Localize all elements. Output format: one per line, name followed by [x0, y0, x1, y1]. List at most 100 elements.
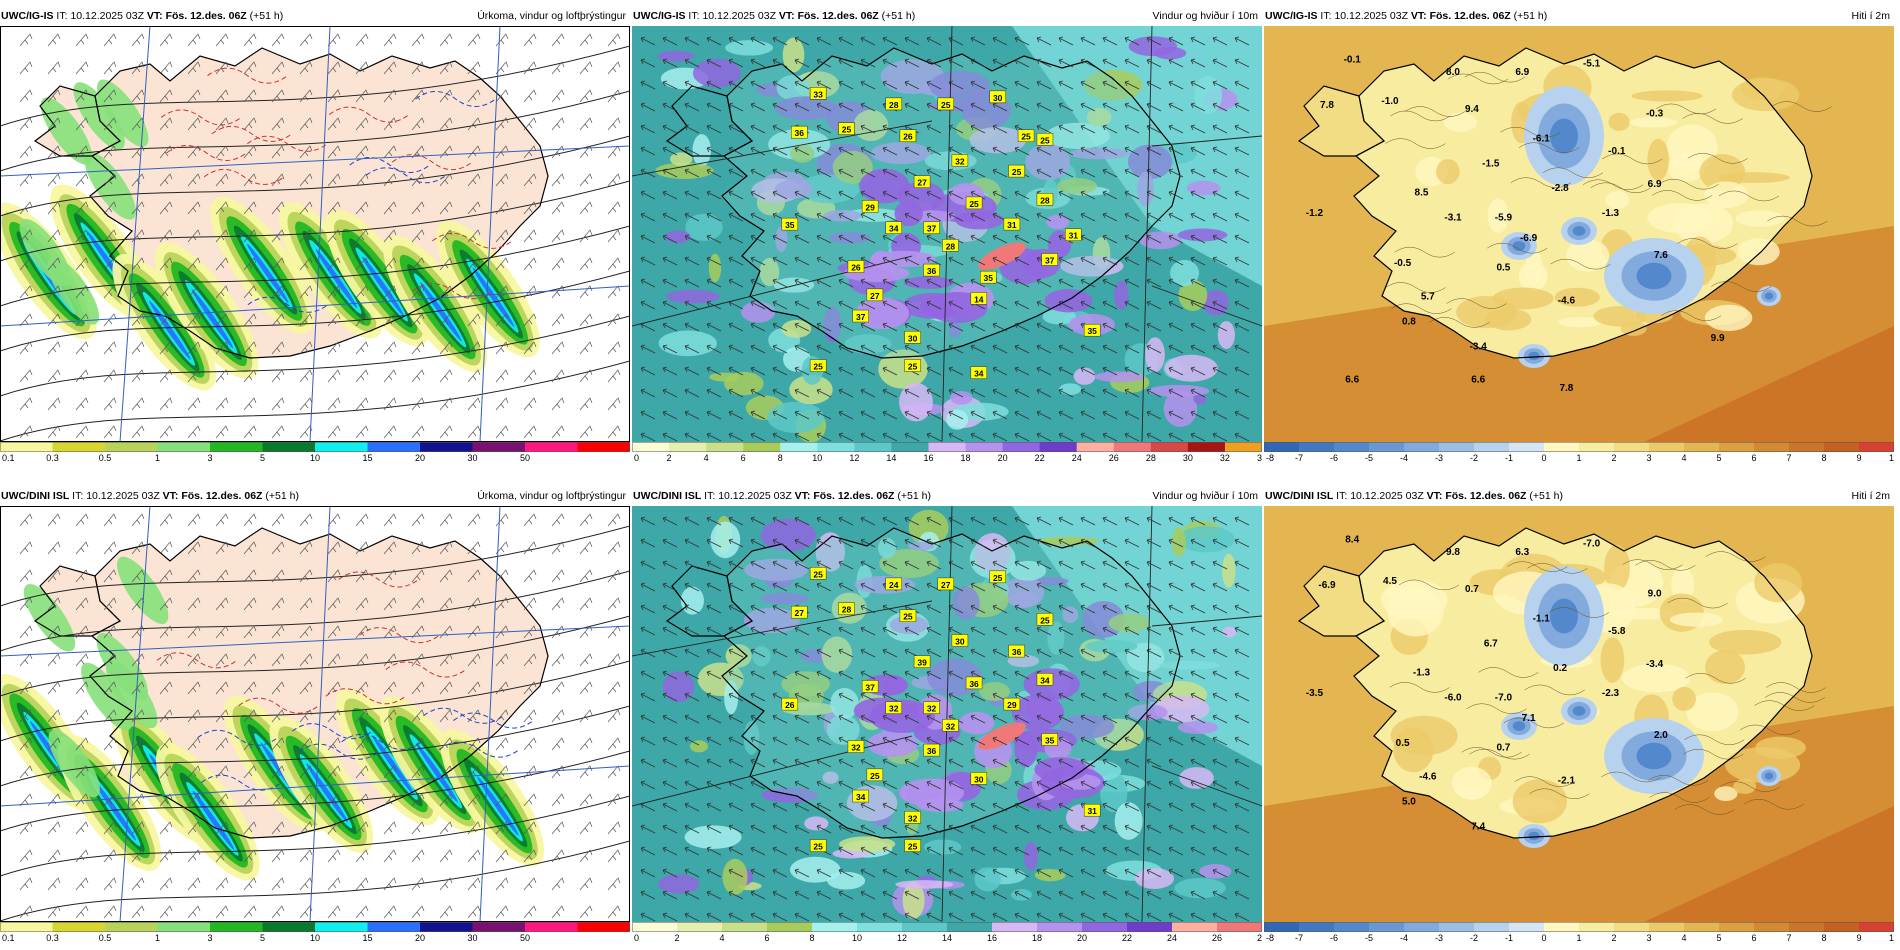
wind-arrow — [1234, 758, 1250, 768]
colorbar-swatch — [1404, 922, 1440, 932]
wind-arrow — [1080, 168, 1096, 178]
colorbar-tick: 12 — [849, 453, 859, 462]
value-label: -0.1 — [1608, 146, 1626, 157]
wind-arrow — [1234, 102, 1250, 112]
wind-barb — [467, 257, 481, 271]
wind-arrow — [1080, 102, 1096, 112]
wind-arrow — [926, 714, 942, 724]
wind-patch — [789, 374, 833, 405]
wind-barb — [523, 229, 537, 243]
wind-arrow — [992, 432, 1008, 442]
wind-patch — [1159, 660, 1221, 670]
wind-arrow — [1168, 300, 1184, 310]
wind-barb — [551, 369, 565, 383]
wind-arrow — [750, 124, 766, 134]
wind-barb — [495, 737, 509, 751]
wind-arrow — [904, 582, 920, 592]
wind-barb — [579, 653, 593, 667]
gust-patch — [894, 200, 923, 227]
wind-arrow — [904, 780, 920, 790]
wind-barb — [187, 877, 201, 891]
map-temp: 8.4 9.8 6.3 -7.0 -6.9 4.5 0.7 9.0 -1.1 -5.8 6.7 -3.… — [1264, 506, 1894, 922]
wind-arrow — [1234, 692, 1250, 702]
wind-arrow — [860, 824, 876, 834]
wind-barb — [607, 625, 621, 639]
wind-arrow — [1124, 212, 1140, 222]
wind-arrow — [1234, 410, 1250, 420]
wind-barb — [607, 765, 621, 779]
wind-barb — [579, 313, 593, 327]
wind-arrow — [1014, 714, 1030, 724]
colorbar-swatch — [1187, 442, 1226, 452]
wind-barb — [271, 229, 285, 243]
wind-barb — [159, 173, 173, 187]
wind-arrow — [816, 234, 832, 244]
colorbar-tick: 30 — [467, 453, 477, 462]
wind-arrow — [970, 432, 986, 442]
wind-arrow — [1102, 538, 1118, 548]
wind-arrow — [1124, 626, 1140, 636]
wind-arrow — [684, 648, 700, 658]
wind-arrow — [662, 560, 678, 570]
wind-barb — [103, 173, 117, 187]
wind-arrow — [1124, 560, 1140, 570]
wind-patch — [744, 558, 809, 582]
wind-barb — [299, 61, 313, 75]
value-label: 25 — [899, 609, 917, 622]
wind-arrow — [816, 102, 832, 112]
wind-barb — [103, 369, 117, 383]
wind-arrow — [992, 582, 1008, 592]
value-label-text: 31 — [1069, 231, 1079, 241]
wind-barb — [271, 117, 285, 131]
wind-arrow — [728, 366, 744, 376]
wind-arrow — [1080, 36, 1096, 46]
value-label: 27 — [866, 288, 884, 302]
wind-barb — [271, 257, 285, 271]
value-label-text: 25 — [1021, 132, 1031, 142]
value-label-text: 25 — [813, 842, 823, 852]
wind-barb — [383, 229, 397, 243]
wind-barb — [551, 89, 565, 103]
wind-arrow — [838, 168, 854, 178]
wind-barb — [551, 569, 565, 583]
wind-arrow — [1146, 912, 1162, 922]
wind-barb — [215, 877, 229, 891]
wind-arrow — [838, 234, 854, 244]
colorbar-tick: 8 — [809, 933, 814, 942]
panel-title: Úrkoma, vindur og loftþrýstingur — [477, 10, 626, 22]
wind-arrow — [1058, 670, 1074, 680]
wind-arrow — [882, 278, 898, 288]
wind-arrow — [794, 516, 810, 526]
value-label: 39 — [913, 655, 931, 668]
wind-arrow — [1168, 846, 1184, 856]
wind-arrow — [706, 802, 722, 812]
wind-arrow — [926, 432, 942, 442]
wind-barb — [579, 513, 593, 527]
wind-arrow — [948, 824, 964, 834]
wind-barb — [523, 33, 537, 47]
colorbar: -8-7-6-5-4-3-2-1012345678910 — [1264, 922, 1894, 942]
wind-arrow — [1234, 146, 1250, 156]
wind-arrow — [816, 256, 832, 266]
wind-arrow — [1124, 582, 1140, 592]
wind-arrow — [728, 648, 744, 658]
wind-barb — [299, 849, 313, 863]
colorbar-tick: 18 — [1032, 933, 1042, 942]
init-time: 10.12.2025 03Z — [70, 10, 144, 22]
wind-arrow — [1146, 256, 1162, 266]
colorbar-tick: 15 — [362, 453, 372, 462]
wind-barb — [607, 313, 621, 327]
colorbar-tick: 4 — [1681, 453, 1686, 462]
wind-barb — [607, 849, 621, 863]
wind-arrow — [794, 212, 810, 222]
wind-barb — [243, 709, 257, 723]
colorbar-tick: 30 — [1183, 453, 1193, 462]
colorbar-tick: 2 — [1611, 453, 1616, 462]
wind-barb — [243, 257, 257, 271]
wind-barb — [243, 229, 257, 243]
temp-contour — [207, 67, 288, 84]
wind-arrow — [772, 234, 788, 244]
wind-arrow — [1080, 212, 1096, 222]
wind-arrow — [1080, 912, 1096, 922]
value-label: 25 — [904, 839, 921, 852]
